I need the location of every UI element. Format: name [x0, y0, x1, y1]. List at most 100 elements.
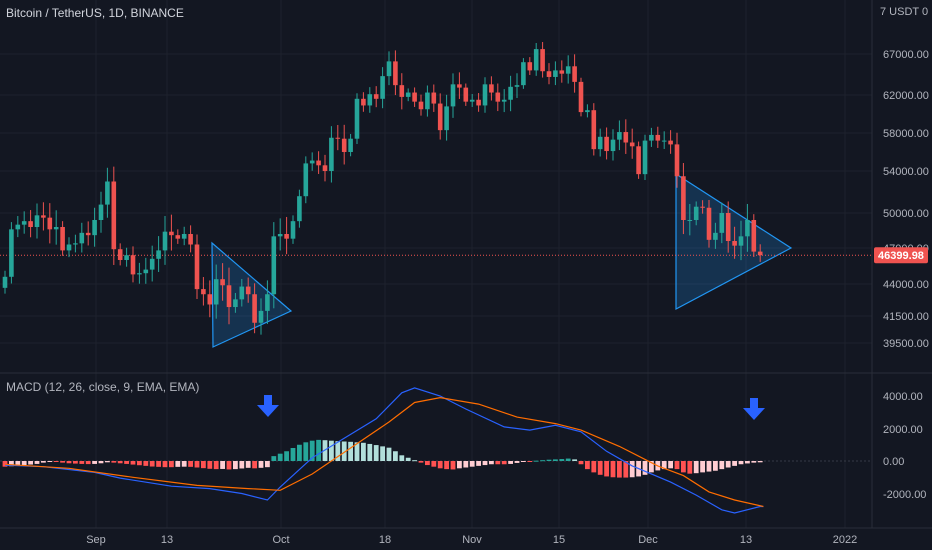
candle [341, 124, 347, 165]
histogram-bar [53, 461, 59, 462]
candle [572, 54, 577, 93]
candle [361, 92, 366, 112]
last-price-badge: 46399.98 [874, 247, 928, 264]
price-axis[interactable]: 67000.00 62000.00 58000.00 54000.00 50000.00… [883, 49, 929, 350]
candle [655, 126, 661, 148]
candle [15, 216, 21, 238]
histogram-bar [149, 461, 155, 467]
candle [271, 222, 277, 309]
macd-axis[interactable]: 4000.00 2000.00 0.00 -2000.00 [883, 391, 926, 501]
histogram-bar [245, 461, 251, 468]
histogram-bar [572, 459, 577, 461]
histogram-bar [341, 441, 347, 461]
annotation-arrows [257, 395, 765, 420]
candle [111, 166, 117, 265]
histogram-bar [476, 461, 481, 466]
histogram-bar [367, 443, 373, 461]
candle [2, 270, 8, 294]
time-tick-label: Nov [462, 534, 482, 546]
candle [642, 134, 648, 181]
candle [149, 245, 155, 282]
histogram-bar [437, 461, 443, 469]
candle [245, 277, 251, 303]
candle [143, 257, 149, 284]
histogram-bar [92, 461, 97, 464]
histogram-bar [700, 461, 705, 473]
histogram-bar [668, 461, 673, 469]
candle [329, 126, 334, 183]
candle [373, 86, 379, 108]
histogram-bar [732, 461, 737, 466]
time-axis[interactable]: Sep 13 Oct 18 Nov 15 Dec 13 2022 [86, 534, 857, 546]
histogram-bar [335, 441, 341, 461]
histogram-bar [495, 461, 501, 465]
candle [661, 131, 667, 149]
price-tick-label: 54000.00 [883, 166, 929, 178]
histogram-bar [169, 461, 174, 468]
histogram-bar [457, 461, 462, 469]
histogram-bar [162, 461, 168, 468]
price-tick-label: 58000.00 [883, 128, 929, 140]
histogram-bar [258, 461, 264, 468]
currency-label[interactable]: 7 USDT 0 [880, 6, 929, 18]
histogram-bar [501, 461, 507, 465]
histogram-bar [553, 459, 558, 461]
candle [188, 225, 193, 253]
candle [105, 167, 110, 218]
candle [79, 222, 85, 253]
histogram-bar [693, 461, 699, 474]
candle [591, 103, 597, 156]
candle [450, 73, 456, 118]
histogram-bar [629, 461, 635, 478]
candle [335, 125, 341, 151]
candle [252, 283, 257, 334]
candle [482, 77, 488, 113]
candle [194, 234, 200, 300]
histogram-bar [316, 439, 321, 461]
candle [226, 267, 232, 325]
candle [53, 210, 59, 245]
macd-indicator-title[interactable]: MACD (12, 26, close, 9, EMA, EMA) [6, 380, 200, 394]
macd-histogram [2, 439, 763, 478]
price-tick-label: 44000.00 [883, 279, 929, 291]
histogram-bar [2, 461, 8, 467]
candle [207, 280, 213, 318]
histogram-bar [28, 461, 33, 465]
histogram-bar [309, 440, 315, 461]
symbol-title[interactable]: Bitcoin / TetherUS, 1D, BINANCE [6, 6, 184, 20]
candle [181, 226, 187, 246]
candle [412, 87, 417, 107]
price-tick-label: 67000.00 [883, 49, 929, 61]
candle [489, 76, 494, 101]
candle [757, 244, 763, 262]
histogram-bar [591, 461, 597, 473]
candle [92, 207, 97, 247]
candle [527, 57, 533, 75]
candle [578, 77, 584, 117]
time-tick-label: Oct [272, 534, 289, 546]
time-tick-label: Sep [86, 534, 106, 546]
histogram-bar [233, 461, 238, 470]
candle [693, 201, 699, 226]
histogram-bar [124, 461, 129, 464]
histogram-bar [469, 461, 475, 467]
histogram-bar [578, 461, 584, 465]
candle [34, 203, 40, 239]
candle [674, 132, 680, 188]
histogram-bar [533, 460, 539, 462]
histogram-bar [706, 461, 712, 472]
histogram-bar [380, 446, 385, 461]
macd-tick-label: 2000.00 [883, 424, 923, 436]
candle [297, 189, 302, 228]
candle [47, 203, 53, 244]
candle [425, 85, 430, 117]
price-tick-label: 41500.00 [883, 311, 929, 323]
candle [73, 234, 78, 253]
histogram-bar [674, 461, 680, 470]
histogram-bar [514, 461, 520, 463]
histogram-bar [508, 461, 513, 464]
candle [444, 94, 449, 141]
candle [540, 42, 545, 78]
histogram-bar [540, 460, 545, 462]
